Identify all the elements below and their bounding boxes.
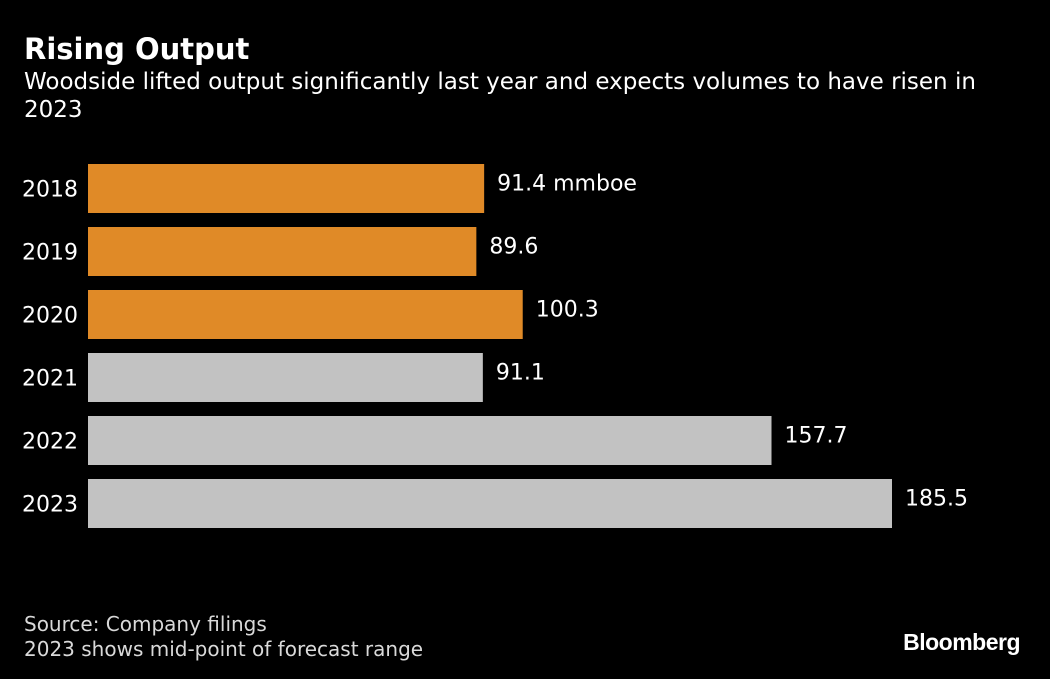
category-label-2020: 2020 bbox=[22, 304, 78, 329]
bar-2022 bbox=[88, 416, 772, 465]
forecast-note: 2023 shows mid-point of forecast range bbox=[24, 637, 424, 661]
bar-chart: 2018 91.4 mmboe 2019 89.6 2020 100.3 2021 91.1 2… bbox=[22, 164, 968, 528]
chart-title: Rising Output bbox=[24, 32, 250, 66]
value-label-2019: 89.6 bbox=[489, 235, 538, 260]
bloomberg-logo: Bloomberg bbox=[903, 629, 1020, 655]
category-label-2019: 2019 bbox=[22, 241, 78, 266]
bar-2020 bbox=[88, 290, 523, 339]
category-label-2021: 2021 bbox=[22, 367, 78, 392]
value-label-2021: 91.1 bbox=[496, 361, 545, 386]
bar-2019 bbox=[88, 227, 477, 276]
source-note: Source: Company filings bbox=[24, 612, 267, 636]
bar-2021 bbox=[88, 353, 483, 402]
bar-2023 bbox=[88, 479, 892, 528]
footer: Source: Company filings 2023 shows mid-p… bbox=[24, 612, 423, 662]
category-label-2023: 2023 bbox=[22, 493, 78, 518]
chart-subtitle: Woodside lifted output significantly las… bbox=[24, 69, 976, 123]
category-label-2018: 2018 bbox=[22, 178, 78, 203]
value-label-2018: 91.4 mmboe bbox=[497, 172, 637, 197]
category-label-2022: 2022 bbox=[22, 430, 78, 455]
value-label-2022: 157.7 bbox=[785, 424, 848, 449]
value-label-2020: 100.3 bbox=[536, 298, 599, 323]
value-label-2023: 185.5 bbox=[905, 487, 968, 512]
bar-2018 bbox=[88, 164, 485, 213]
